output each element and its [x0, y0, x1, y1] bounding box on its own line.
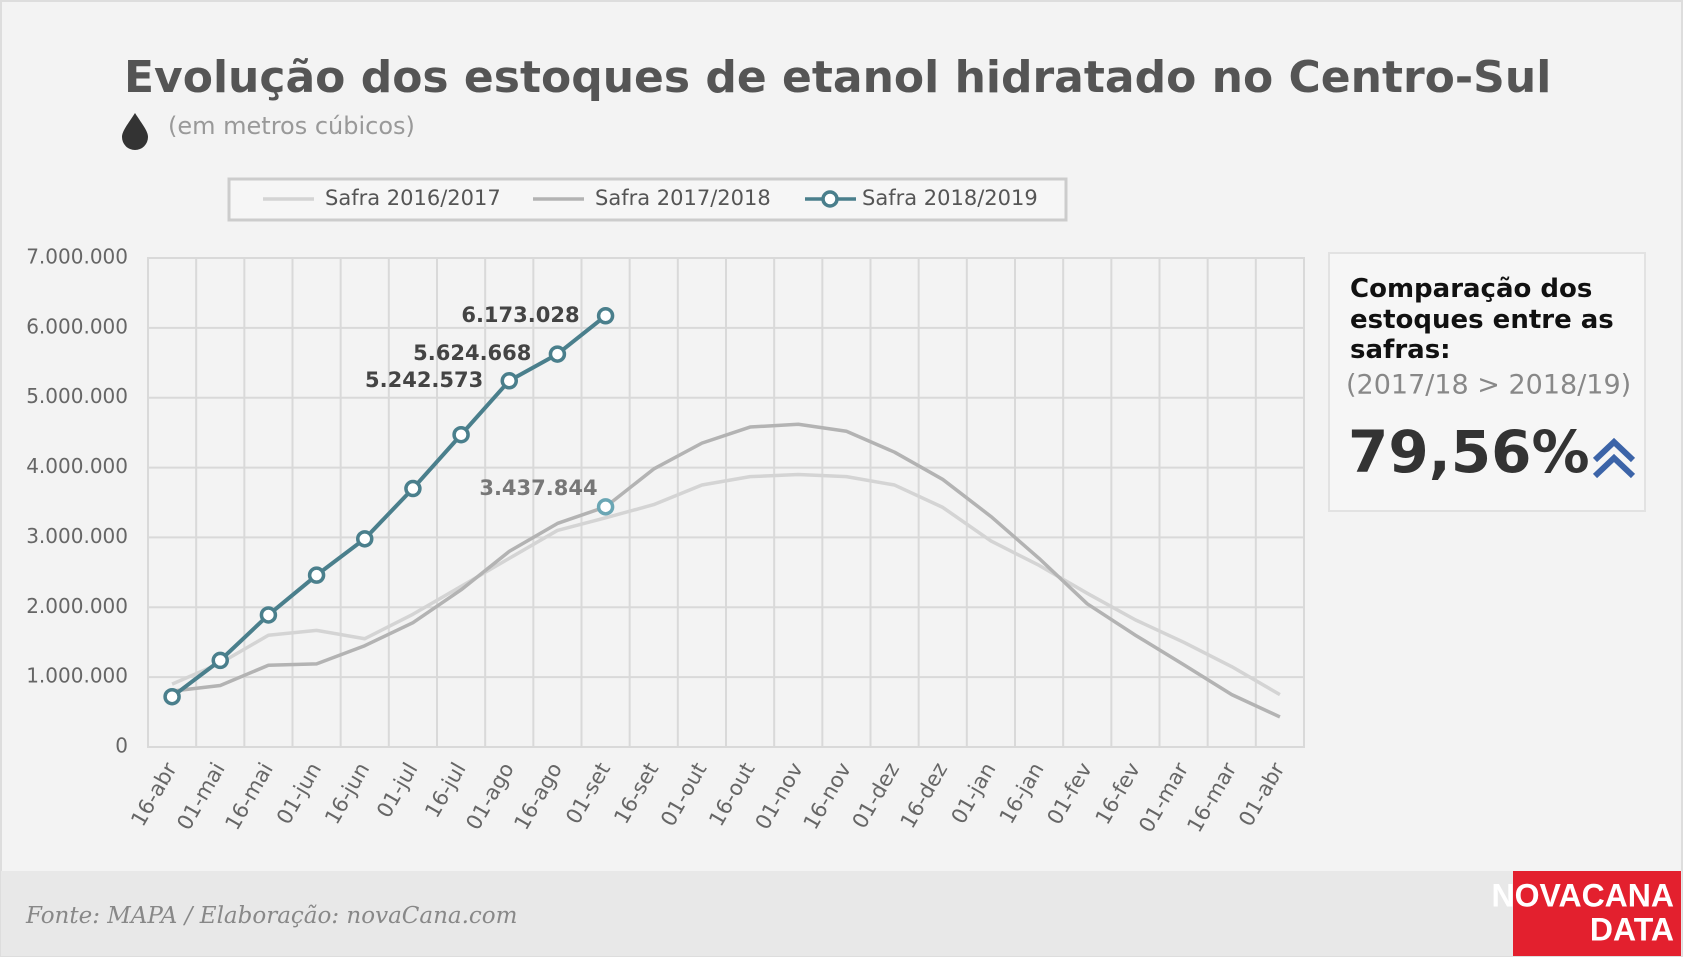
panel-value: 79,56%: [1348, 418, 1590, 486]
y-tick-label: 4.000.000: [26, 454, 128, 478]
logo-line: NOVACANA: [1491, 877, 1674, 913]
point-marker: [596, 307, 615, 325]
drop-icon: [122, 113, 148, 150]
point-marker: [404, 479, 422, 498]
point-marker: [211, 651, 229, 670]
point-marker: [259, 606, 278, 624]
legend-marker: [821, 190, 839, 208]
y-tick-label: 5.000.000: [26, 384, 128, 408]
side-panel: [1328, 252, 1646, 512]
series-line: [170, 314, 607, 699]
y-tick-label: 1.000.000: [26, 664, 128, 688]
footer-band: [1, 871, 1682, 956]
logo-line: DATA: [1590, 911, 1674, 947]
legend-label: Safra 2018/2019: [862, 186, 1038, 210]
data-label: 5.242.573: [365, 368, 483, 392]
point-marker: [452, 425, 470, 444]
data-label: 3.437.844: [479, 476, 597, 500]
y-tick-label: 0: [115, 734, 128, 758]
footer-source: Fonte: MAPA / Elaboração: novaCana.com: [25, 903, 517, 929]
up-chevrons: [1592, 437, 1636, 479]
point-marker: [500, 372, 518, 390]
y-tick-label: 2.000.000: [26, 594, 128, 618]
chart-subtitle: (em metros cúbicos): [168, 112, 415, 140]
point-marker: [596, 498, 615, 516]
data-label: 6.173.028: [461, 303, 579, 327]
legend-box: [227, 177, 1068, 222]
y-tick-label: 3.000.000: [26, 524, 128, 548]
series-line: [171, 472, 1281, 697]
point-marker: [163, 687, 181, 706]
legend-label: Safra 2016/2017: [325, 186, 501, 210]
series-line: [171, 422, 1281, 719]
point-marker: [548, 345, 567, 363]
legend-label: Safra 2017/2018: [595, 186, 771, 210]
data-label: 5.624.668: [413, 341, 531, 365]
chart-title: Evolução dos estoques de etanol hidratad…: [124, 52, 1551, 103]
y-tick-label: 7.000.000: [26, 245, 128, 269]
point-marker: [356, 530, 374, 548]
point-marker: [307, 566, 326, 584]
panel-heading: Comparação dos estoques entre as safras:: [1350, 274, 1614, 365]
y-tick-label: 6.000.000: [26, 314, 128, 338]
logo-box: [1513, 871, 1681, 956]
panel-comparison: (2017/18 > 2018/19): [1346, 370, 1631, 401]
